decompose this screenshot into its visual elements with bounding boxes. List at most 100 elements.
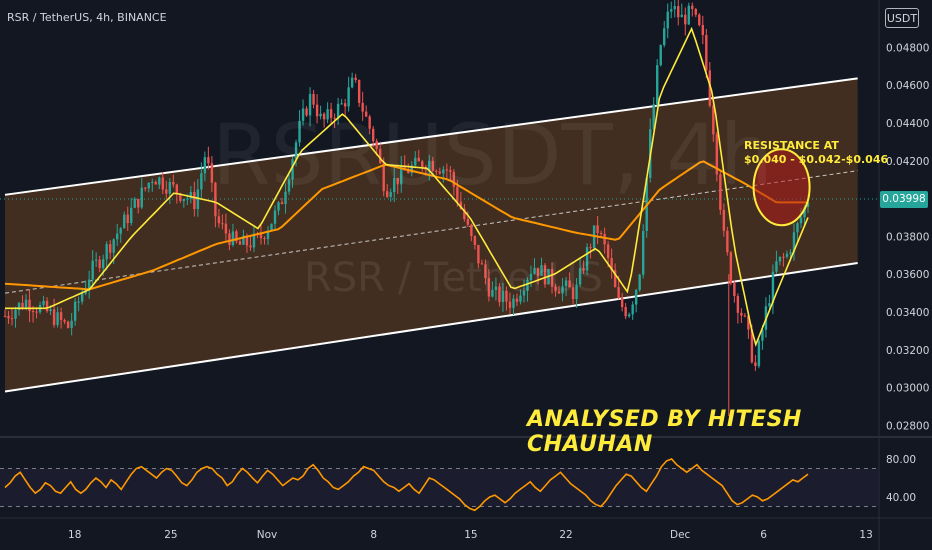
candle-body bbox=[200, 173, 203, 190]
candle-body bbox=[403, 165, 406, 171]
price-tick-label: 0.03800 bbox=[886, 231, 929, 243]
candle-body bbox=[452, 171, 456, 187]
candle-body bbox=[312, 93, 315, 105]
candle-body bbox=[161, 177, 164, 190]
candle-body bbox=[10, 318, 14, 320]
candle-body bbox=[158, 177, 161, 185]
candle-body bbox=[610, 258, 613, 271]
candle-body bbox=[28, 299, 31, 312]
candle-body bbox=[214, 182, 217, 217]
candle-body bbox=[301, 108, 305, 121]
candle-body bbox=[116, 233, 119, 240]
candle-body bbox=[575, 284, 578, 300]
candle-body bbox=[554, 286, 557, 292]
candle-body bbox=[329, 109, 333, 118]
candle-body bbox=[484, 264, 487, 279]
candle-body bbox=[417, 157, 420, 162]
time-tick-label: 22 bbox=[559, 529, 572, 541]
candle-body bbox=[684, 14, 687, 25]
candle-body bbox=[277, 202, 280, 211]
candle-body bbox=[59, 312, 63, 321]
candle-body bbox=[389, 192, 392, 197]
candle-body bbox=[400, 165, 403, 185]
candle-body bbox=[761, 329, 764, 341]
candle-body bbox=[287, 179, 291, 192]
candle-body bbox=[326, 109, 329, 120]
candle-body bbox=[596, 225, 599, 233]
candle-body bbox=[245, 235, 249, 246]
candle-body bbox=[722, 209, 726, 231]
candle-body bbox=[270, 223, 273, 231]
candle-body bbox=[771, 271, 775, 304]
candle-body bbox=[24, 299, 28, 309]
candle-body bbox=[540, 265, 543, 276]
candle-body bbox=[747, 315, 750, 330]
candle-body bbox=[456, 186, 459, 202]
candle-body bbox=[424, 167, 427, 170]
rsi-tick-label: 40.00 bbox=[886, 492, 916, 504]
chart-title: RSR / TetherUS, 4h, BINANCE bbox=[7, 11, 167, 24]
candle-body bbox=[154, 182, 157, 185]
symbol-watermark: RSRUSDT, 4h bbox=[212, 106, 773, 204]
currency-button[interactable]: USDT bbox=[885, 8, 919, 28]
candle-body bbox=[259, 234, 263, 239]
candle-body bbox=[35, 311, 38, 313]
candle-body bbox=[336, 103, 340, 119]
price-tick-label: 0.03200 bbox=[886, 345, 929, 357]
candle-body bbox=[123, 214, 126, 229]
candle-body bbox=[677, 6, 680, 18]
candle-body bbox=[656, 65, 659, 105]
candle-body bbox=[641, 230, 645, 275]
time-tick-label: 18 bbox=[68, 529, 81, 541]
candle-body bbox=[715, 134, 719, 175]
pair-watermark: RSR / TetherUS bbox=[304, 255, 603, 301]
candle-body bbox=[410, 165, 413, 174]
candle-body bbox=[529, 273, 533, 280]
candle-body bbox=[519, 295, 522, 302]
time-tick-label: 13 bbox=[859, 529, 872, 541]
candle-body bbox=[533, 267, 536, 274]
price-axis[interactable]: 0.04800 0.04600 0.04400 0.04200 0.03800 0.036… bbox=[886, 42, 929, 432]
candle-body bbox=[631, 304, 634, 315]
time-tick-label: 8 bbox=[370, 529, 377, 541]
candle-body bbox=[396, 177, 399, 185]
candle-body bbox=[70, 320, 73, 328]
candle-body bbox=[175, 184, 179, 194]
ma-short-line bbox=[5, 26, 809, 347]
candle-body bbox=[333, 117, 336, 119]
candle-body bbox=[449, 170, 452, 172]
candle-body bbox=[512, 298, 515, 308]
candle-body bbox=[582, 268, 585, 271]
candle-body bbox=[480, 263, 484, 265]
candle-body bbox=[750, 329, 754, 363]
price-tick-label: 0.03600 bbox=[886, 269, 929, 281]
candle-body bbox=[375, 141, 378, 150]
candle-body bbox=[284, 191, 287, 204]
candle-body bbox=[782, 256, 785, 258]
candle-body bbox=[698, 14, 701, 26]
candle-body bbox=[217, 216, 221, 224]
candle-body bbox=[189, 191, 193, 199]
candle-body bbox=[620, 297, 624, 308]
candle-body bbox=[659, 45, 662, 66]
channel-lower-line bbox=[4, 261, 858, 393]
candle-body bbox=[193, 191, 196, 210]
candle-body bbox=[740, 312, 743, 316]
candle-body bbox=[691, 5, 694, 10]
candle-body bbox=[80, 293, 84, 302]
price-tick-label: 0.04200 bbox=[886, 156, 929, 168]
candle-body bbox=[56, 312, 59, 325]
candle-body bbox=[91, 260, 94, 280]
candle-body bbox=[505, 290, 508, 302]
rsi-axis: 80.00 40.00 bbox=[886, 454, 916, 504]
candle-body bbox=[585, 247, 589, 271]
resistance-ellipse bbox=[752, 148, 811, 227]
candle-body bbox=[186, 198, 189, 200]
candle-body bbox=[319, 113, 322, 117]
candle-body bbox=[407, 170, 410, 174]
candle-body bbox=[578, 268, 582, 285]
candle-body bbox=[73, 301, 77, 321]
time-axis[interactable]: 18 25 Nov 8 15 22 Dec 6 13 bbox=[68, 529, 873, 541]
candle-body bbox=[515, 298, 519, 302]
